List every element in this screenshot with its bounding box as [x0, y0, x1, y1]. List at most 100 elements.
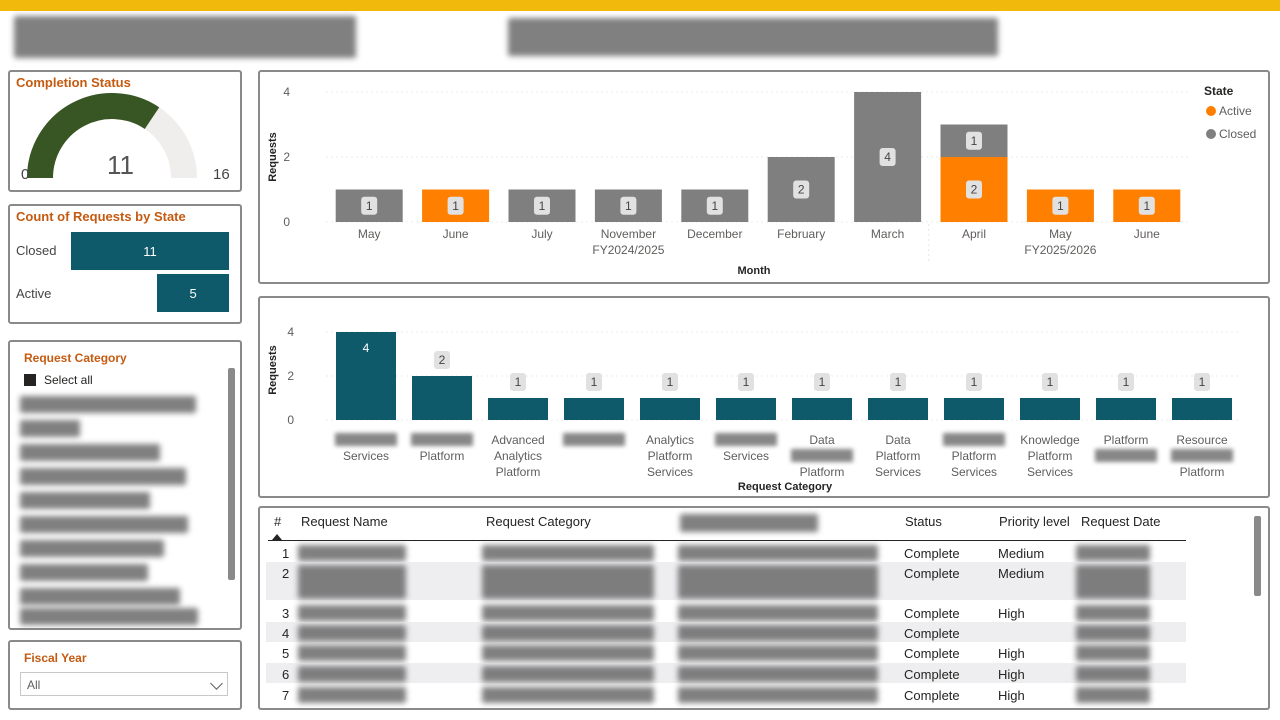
- slicer-item[interactable]: [20, 516, 188, 533]
- x-tick-label: Resource: [1176, 433, 1228, 447]
- x-tick-label: June: [443, 227, 469, 241]
- row-status: Complete: [904, 546, 960, 561]
- redacted-cell: [1076, 687, 1150, 703]
- x-tick-label: Platform: [1180, 465, 1225, 479]
- category-bar[interactable]: [1172, 398, 1232, 420]
- category-bar[interactable]: [336, 332, 396, 420]
- category-bar[interactable]: [412, 376, 472, 420]
- slicer-item[interactable]: [20, 564, 148, 581]
- chevron-down-icon[interactable]: [210, 677, 223, 690]
- table-row[interactable]: 4 Complete: [266, 622, 1186, 642]
- col-header-request-date[interactable]: Request Date: [1081, 514, 1161, 529]
- legend-marker-active[interactable]: [1206, 106, 1216, 116]
- table-row[interactable]: 6 Complete High: [266, 663, 1186, 683]
- fiscal-year-dropdown[interactable]: All: [20, 672, 228, 696]
- requests-by-category-chart-card[interactable]: 0 2 4 Requests 4 Services 2 Platform 1 Advanced An…: [258, 296, 1270, 498]
- col-header-status[interactable]: Status: [905, 514, 942, 529]
- table-row[interactable]: 2 Complete Medium: [266, 562, 1186, 600]
- x-tick-label: Platform: [952, 449, 997, 463]
- x-tick-label: Platform: [420, 449, 465, 463]
- row-number: 1: [282, 546, 290, 561]
- category-bar[interactable]: [640, 398, 700, 420]
- requests-by-state-card[interactable]: Count of Requests by State Closed 11 Act…: [8, 204, 242, 324]
- category-bar[interactable]: [1096, 398, 1156, 420]
- table-row[interactable]: 5 Complete High: [266, 642, 1186, 662]
- bar-data-label-text: 1: [591, 375, 598, 389]
- bar-data-label: 2: [966, 180, 982, 199]
- redacted-label: [1171, 449, 1233, 462]
- col-header-priority[interactable]: Priority level: [999, 514, 1070, 529]
- category-bar[interactable]: [944, 398, 1004, 420]
- category-bar[interactable]: [716, 398, 776, 420]
- table-row[interactable]: 3 Complete High: [266, 602, 1186, 622]
- y-tick-label: 2: [283, 150, 290, 164]
- legend-marker-closed[interactable]: [1206, 129, 1216, 139]
- state-bar-active[interactable]: 5: [157, 274, 229, 312]
- row-priority: High: [998, 646, 1025, 661]
- bar-data-label-text: 2: [798, 183, 805, 197]
- fiscal-year-slicer[interactable]: Fiscal Year All: [8, 640, 242, 710]
- bar-data-label-bg: [1118, 373, 1134, 391]
- x-tick-label: Services: [875, 465, 921, 479]
- x-tick-label: Platform: [876, 449, 921, 463]
- slicer-item[interactable]: [20, 444, 160, 461]
- legend-label-closed[interactable]: Closed: [1219, 127, 1256, 141]
- completion-gauge: [27, 93, 197, 179]
- redacted-cell: [1076, 565, 1150, 599]
- bar-data-label: 1: [890, 373, 906, 391]
- bar-data-label: 2: [793, 180, 810, 199]
- table-row[interactable]: 7 Complete High: [266, 684, 1186, 704]
- col-header-request-category[interactable]: Request Category: [486, 514, 591, 529]
- select-all-checkbox[interactable]: [24, 374, 36, 386]
- bar-data-label-bg: [879, 148, 896, 166]
- bar-data-label-bg: [966, 131, 982, 150]
- redacted-label: [715, 433, 777, 446]
- col-header-request-name[interactable]: Request Name: [301, 514, 388, 529]
- category-bar[interactable]: [868, 398, 928, 420]
- bar-data-label-bg: [966, 180, 982, 199]
- x-tick-label: April: [962, 227, 986, 241]
- legend-label-active[interactable]: Active: [1219, 104, 1252, 118]
- requests-by-month-chart-card[interactable]: 0 2 4 Requests 1 May 1 June 1 July 1 November 1 Decem…: [258, 70, 1270, 284]
- state-bar-closed[interactable]: 11: [71, 232, 229, 270]
- bar-data-label: 4: [363, 341, 370, 355]
- category-bar[interactable]: [564, 398, 624, 420]
- row-number: 6: [282, 667, 290, 682]
- category-bar[interactable]: [792, 398, 852, 420]
- col-header-redacted[interactable]: [680, 514, 818, 532]
- bar-data-label-bg: [1052, 196, 1069, 215]
- slicer-item[interactable]: [20, 396, 196, 413]
- bar-data-label-text: 1: [625, 199, 632, 213]
- category-bar[interactable]: [488, 398, 548, 420]
- state-label-closed: Closed: [16, 243, 57, 258]
- bar-data-label-bg: [510, 373, 526, 391]
- completion-status-title: Completion Status: [16, 75, 131, 90]
- x-tick-label: Services: [343, 449, 389, 463]
- redacted-cell: [678, 687, 878, 703]
- bar-data-label-bg: [434, 351, 450, 369]
- slicer-item[interactable]: [20, 492, 150, 509]
- x-axis-title: Request Category: [738, 481, 833, 493]
- slicer-item[interactable]: [20, 420, 80, 437]
- table-scrollbar[interactable]: [1254, 516, 1261, 596]
- slicer-item[interactable]: [20, 588, 180, 605]
- select-all-option[interactable]: Select all: [24, 373, 93, 387]
- col-header-num[interactable]: #: [274, 514, 282, 529]
- sort-ascending-icon[interactable]: [272, 534, 282, 540]
- table-row[interactable]: 1 Complete Medium: [266, 542, 1186, 562]
- request-category-slicer[interactable]: Request Category Select all: [8, 340, 242, 630]
- category-bar[interactable]: [1020, 398, 1080, 420]
- redacted-cell: [1076, 645, 1150, 661]
- bar-data-label: 1: [814, 373, 830, 391]
- completion-status-card[interactable]: Completion Status 11 0 16: [8, 70, 242, 192]
- gauge-min: 0: [21, 166, 30, 183]
- slicer-item[interactable]: [20, 468, 186, 485]
- gauge-max: 16: [213, 166, 230, 183]
- x-tick-label: Platform: [648, 449, 693, 463]
- bar-data-label: 1: [534, 196, 550, 215]
- slicer-item[interactable]: [20, 540, 164, 557]
- x-tick-label: December: [687, 227, 742, 241]
- requests-table[interactable]: # Request Name Request Category Status P…: [258, 506, 1270, 710]
- slicer-scrollbar[interactable]: [228, 368, 235, 580]
- slicer-item[interactable]: [20, 608, 198, 625]
